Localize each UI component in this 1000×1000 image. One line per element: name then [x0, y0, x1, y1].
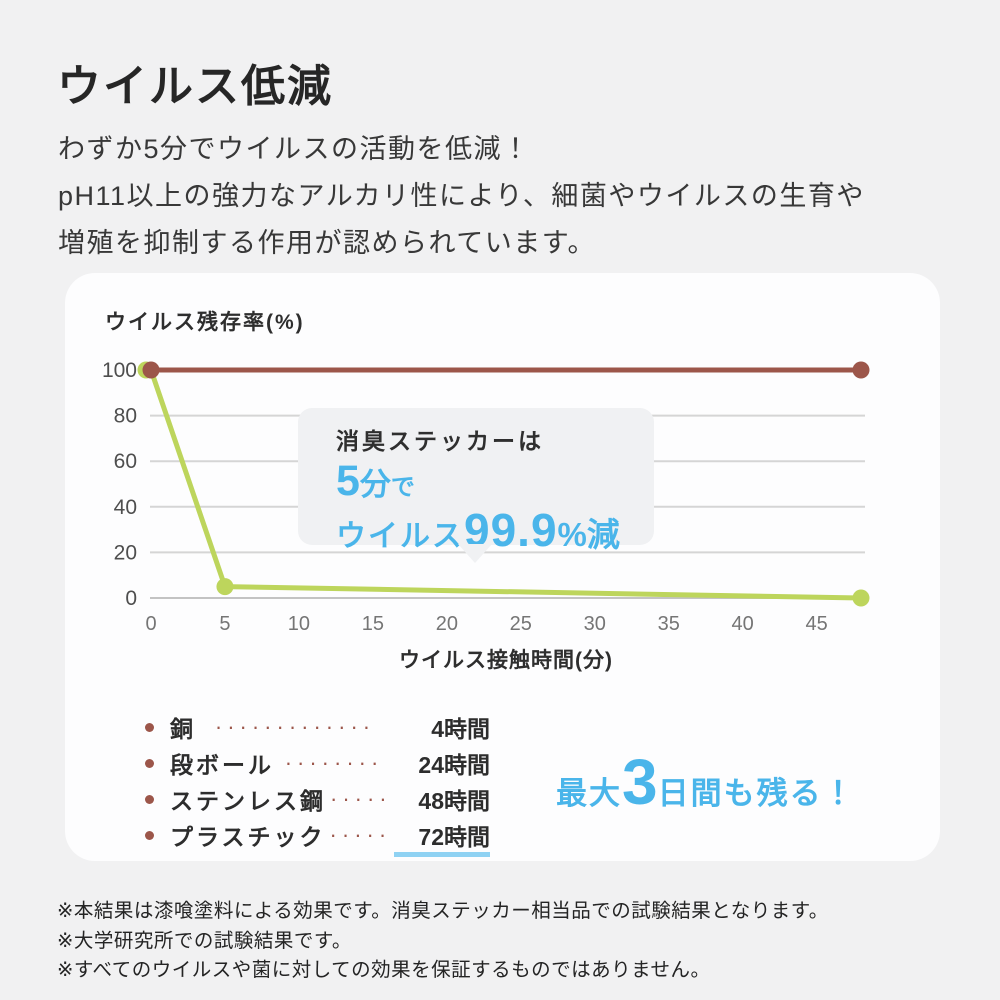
- callout-minutes-number: 5: [336, 457, 360, 505]
- intro-line-3: 増殖を抑制する作用が認められています。: [58, 228, 596, 258]
- callout-bubble: 消臭ステッカーは 5分で ウイルス99.9%減: [298, 408, 654, 554]
- svg-text:0: 0: [145, 613, 156, 635]
- highlight-number: 3: [622, 746, 658, 818]
- svg-text:0: 0: [125, 587, 137, 610]
- svg-text:60: 60: [114, 450, 137, 473]
- legend-value: 72時間: [394, 818, 490, 852]
- svg-text:20: 20: [114, 541, 137, 564]
- footnote-line-2: ※大学研究所での試験結果です。: [57, 929, 352, 952]
- legend-dot-leader: ·····: [329, 822, 392, 847]
- callout-minutes-particle: で: [390, 474, 415, 501]
- svg-text:35: 35: [658, 613, 680, 635]
- legend-dot-leader: ·············: [214, 714, 376, 739]
- highlight-suffix: 日間も残る！: [657, 776, 856, 811]
- callout-heading: 消臭ステッカーは: [336, 428, 544, 454]
- legend-item-cardboard: 段ボール ········ 24時間: [145, 745, 490, 781]
- chart-panel: 100 80 60 40 20 0 0 5 10 15 20 25 30 35 40 45 ウイルス残存率(%…: [65, 273, 940, 861]
- legend-item-copper: 銅 ············· 4時間: [145, 709, 490, 745]
- callout-pointer: [458, 544, 492, 563]
- svg-text:30: 30: [584, 613, 606, 635]
- legend-dot-leader: ········: [284, 750, 384, 775]
- legend-dot-leader: ·····: [330, 786, 392, 811]
- legend-item-plastic: プラスチック ····· 72時間: [145, 817, 490, 853]
- footnote-line-1: ※本結果は漆喰塗料による効果です。消臭ステッカー相当品での試験結果となります。: [57, 900, 829, 922]
- page-title: ウイルス低減: [57, 62, 333, 111]
- callout-reduction-line: ウイルス99.9%減: [336, 506, 654, 554]
- legend-bullet-icon: [145, 830, 154, 840]
- line-chart: 100 80 60 40 20 00 5 10 15 20 25 30 35 40 45: [102, 359, 870, 635]
- callout-reduction-word: ウイルス: [336, 520, 464, 554]
- legend-value: 24時間: [418, 752, 490, 778]
- contact-time-legend: 銅 ············· 4時間 段ボール ········ 24時間 ス…: [145, 709, 490, 853]
- svg-text:40: 40: [732, 613, 754, 635]
- footnotes: ※本結果は漆喰塗料による効果です。消臭ステッカー相当品での試験結果となります。 …: [57, 897, 829, 986]
- legend-label: ステンレス鋼: [170, 788, 326, 814]
- legend-bullet-icon: [145, 722, 154, 732]
- svg-text:20: 20: [436, 613, 458, 635]
- legend-item-stainless: ステンレス鋼 ····· 48時間: [145, 781, 490, 817]
- legend-bullet-icon: [145, 758, 154, 768]
- intro-line-2: pH11以上の強力なアルカリ性により、細菌やウイルスの生育や: [58, 181, 865, 211]
- intro-line-1: わずか5分でウイルスの活動を低減！: [58, 134, 531, 164]
- callout-minutes-unit: 分: [359, 467, 391, 502]
- highlight-note: 最大3日間も残る！: [556, 750, 856, 814]
- x-axis-title: ウイルス接触時間(分): [399, 649, 613, 672]
- legend-label: 銅: [170, 716, 196, 742]
- legend-label: 段ボール: [170, 752, 274, 778]
- footnote-line-3: ※すべてのウイルスや菌に対しての効果を保証するものではありません。: [57, 959, 711, 981]
- y-axis-title: ウイルス残存率(%): [105, 311, 305, 334]
- callout-minutes-line: 5分で: [336, 457, 654, 505]
- legend-value: 4時間: [431, 716, 490, 742]
- svg-text:100: 100: [102, 359, 137, 382]
- legend-label: プラスチック: [170, 824, 326, 850]
- svg-text:15: 15: [362, 613, 384, 635]
- svg-text:10: 10: [288, 613, 310, 635]
- svg-text:25: 25: [510, 613, 532, 635]
- highlight-prefix: 最大: [556, 776, 622, 811]
- intro-paragraph: わずか5分でウイルスの活動を低減！ pH11以上の強力なアルカリ性により、細菌や…: [58, 126, 865, 267]
- svg-text:40: 40: [114, 496, 137, 519]
- svg-text:5: 5: [219, 613, 230, 635]
- legend-bullet-icon: [145, 794, 154, 804]
- svg-text:80: 80: [114, 405, 137, 428]
- svg-text:45: 45: [806, 613, 828, 635]
- legend-value: 48時間: [418, 788, 490, 814]
- callout-reduction-suffix: %減: [557, 516, 620, 554]
